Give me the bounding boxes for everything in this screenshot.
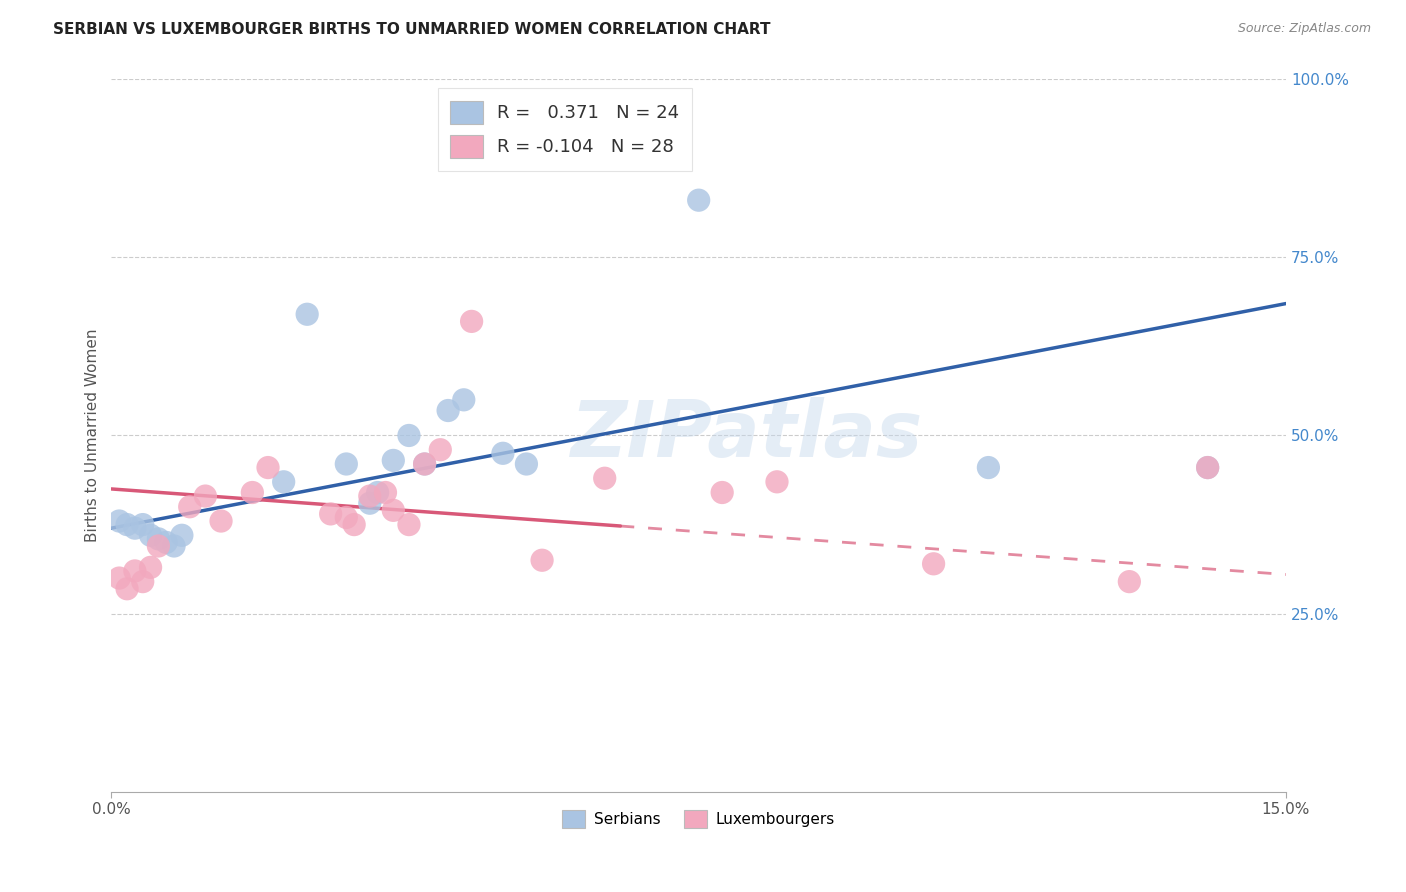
Point	[922, 557, 945, 571]
Point	[115, 517, 138, 532]
Point	[148, 539, 170, 553]
Point	[413, 457, 436, 471]
Point	[343, 517, 366, 532]
Point	[273, 475, 295, 489]
Point	[240, 485, 263, 500]
Point	[977, 460, 1000, 475]
Point	[170, 528, 193, 542]
Point	[335, 510, 357, 524]
Point	[593, 471, 616, 485]
Point	[398, 428, 420, 442]
Point	[132, 517, 155, 532]
Point	[382, 503, 405, 517]
Point	[515, 457, 537, 471]
Text: ZIPatlas: ZIPatlas	[569, 398, 922, 474]
Point	[359, 496, 381, 510]
Text: Source: ZipAtlas.com: Source: ZipAtlas.com	[1237, 22, 1371, 36]
Point	[108, 571, 131, 585]
Point	[711, 485, 734, 500]
Point	[257, 460, 280, 475]
Point	[155, 535, 177, 549]
Point	[124, 521, 146, 535]
Point	[108, 514, 131, 528]
Point	[398, 517, 420, 532]
Point	[382, 453, 405, 467]
Point	[766, 475, 789, 489]
Y-axis label: Births to Unmarried Women: Births to Unmarried Women	[86, 329, 100, 542]
Point	[688, 193, 710, 207]
Point	[124, 564, 146, 578]
Point	[335, 457, 357, 471]
Point	[359, 489, 381, 503]
Point	[367, 485, 389, 500]
Point	[1197, 460, 1219, 475]
Point	[374, 485, 396, 500]
Point	[492, 446, 515, 460]
Point	[429, 442, 451, 457]
Point	[179, 500, 201, 514]
Point	[437, 403, 460, 417]
Point	[132, 574, 155, 589]
Point	[194, 489, 217, 503]
Point	[115, 582, 138, 596]
Point	[295, 307, 318, 321]
Point	[139, 560, 162, 574]
Point	[1197, 460, 1219, 475]
Point	[413, 457, 436, 471]
Point	[209, 514, 232, 528]
Legend: Serbians, Luxembourgers: Serbians, Luxembourgers	[557, 805, 841, 834]
Point	[1118, 574, 1140, 589]
Point	[319, 507, 342, 521]
Point	[453, 392, 475, 407]
Point	[139, 528, 162, 542]
Point	[531, 553, 554, 567]
Point	[460, 314, 482, 328]
Text: SERBIAN VS LUXEMBOURGER BIRTHS TO UNMARRIED WOMEN CORRELATION CHART: SERBIAN VS LUXEMBOURGER BIRTHS TO UNMARR…	[53, 22, 770, 37]
Point	[163, 539, 186, 553]
Point	[148, 532, 170, 546]
